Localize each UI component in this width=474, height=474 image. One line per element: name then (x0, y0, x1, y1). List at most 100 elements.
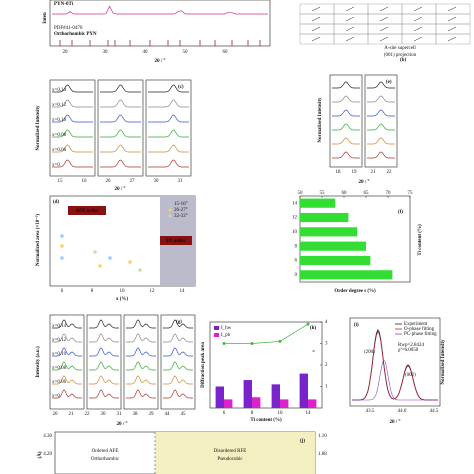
bar (300, 227, 358, 237)
axis-title: Normalized Intensity (441, 339, 446, 385)
curve (148, 129, 189, 138)
tick-label: 8 (91, 289, 94, 294)
tick-label: 30 (103, 50, 109, 55)
arrow (447, 16, 457, 22)
tick-label: 14 (292, 201, 298, 206)
frame (299, 195, 411, 283)
tick-label: 21 (371, 170, 377, 175)
label: (f) (398, 210, 403, 215)
frame (123, 314, 159, 410)
label: A-site supercell (384, 46, 416, 51)
curve (52, 333, 82, 343)
arrow (379, 6, 389, 12)
curve-label: x=0.12 (52, 103, 67, 108)
tick-label: 20 (63, 50, 69, 55)
curve (332, 81, 360, 89)
tick-label: 12 (292, 216, 298, 221)
tick-label: 21 (69, 412, 75, 417)
curve (367, 81, 395, 89)
tick-label: 4.20 (43, 452, 52, 457)
curve-label: x=0.06 (52, 148, 67, 153)
curve (126, 333, 156, 343)
label: 15-16° (174, 202, 188, 207)
curve (89, 389, 119, 399)
curve (367, 109, 395, 117)
curve (52, 129, 93, 138)
curve (163, 319, 193, 329)
frame (364, 74, 398, 168)
arrow (447, 26, 457, 32)
tick-label: 14 (306, 411, 312, 416)
tick-label: 60 (223, 50, 229, 55)
curve (52, 144, 93, 153)
arrow (413, 26, 423, 32)
curve (52, 84, 93, 93)
tick-label: 40 (143, 50, 149, 55)
bar (224, 399, 233, 408)
tick-label: 30 (101, 412, 107, 417)
marker (60, 234, 64, 238)
marker (98, 264, 102, 268)
label: (001) projection (384, 53, 417, 58)
legend-label: s (312, 350, 317, 352)
curve (100, 144, 141, 153)
bar (300, 255, 371, 266)
label: 2θ / ° (359, 180, 370, 185)
label: (j) (300, 439, 305, 444)
label: (h) (310, 326, 316, 331)
bar (215, 386, 224, 408)
curve (148, 114, 189, 123)
curve (52, 319, 82, 329)
arrow (345, 16, 355, 22)
label: 2θ / ° (155, 59, 166, 64)
curve (89, 375, 119, 385)
label: (200) (364, 350, 375, 355)
label: (i) (354, 323, 359, 328)
curve (52, 114, 93, 123)
curve (52, 159, 93, 168)
label: 2θ / ° (115, 187, 126, 192)
arrow (311, 6, 321, 12)
tick-label: 75 (408, 191, 414, 196)
curve (332, 95, 360, 103)
tick-label: 15 (58, 179, 64, 184)
curve-label: x=0.14 (52, 88, 67, 93)
arrow (379, 16, 389, 22)
arrow (413, 6, 423, 12)
tick-label: 45 (181, 412, 187, 417)
axis-title: Intensity (a.u.) (36, 346, 41, 378)
tick-label: 3 (325, 342, 328, 347)
arrow (345, 6, 355, 12)
bar (299, 373, 308, 408)
arrow (447, 6, 457, 12)
curve-label: x=0 (52, 394, 60, 399)
label: χ²=6.0050 (398, 347, 419, 353)
legend-label: O-phase fitting (404, 327, 435, 332)
cell (435, 33, 471, 45)
axis-title: Ti content (%) (418, 224, 423, 256)
tick-label: 44.5 (430, 409, 439, 414)
tick-label: 22 (387, 170, 393, 175)
bar (271, 384, 280, 408)
legend-label: PC-phase fitting (404, 332, 437, 337)
tick-label: 1.08 (318, 452, 327, 457)
curve (52, 5, 268, 15)
tick-label: 18 (336, 170, 342, 175)
label: (c) (178, 85, 184, 90)
legend-marker (168, 208, 172, 212)
curve (100, 159, 141, 168)
label: (002) (405, 373, 416, 378)
axis-title: Normalized area (×10⁻³) (35, 214, 41, 266)
curve-label: x=0.14 (52, 324, 67, 329)
tick-label: 31 (178, 179, 184, 184)
curve (332, 123, 360, 131)
tick-label: 39 (149, 412, 155, 417)
tick-label: 1 (325, 385, 328, 390)
label: Ordered AFE (92, 449, 119, 454)
arrow (413, 16, 423, 22)
curve (126, 319, 156, 329)
label: AFE order (75, 209, 99, 214)
arrow (311, 36, 321, 42)
axis-title: Inten (43, 12, 48, 24)
